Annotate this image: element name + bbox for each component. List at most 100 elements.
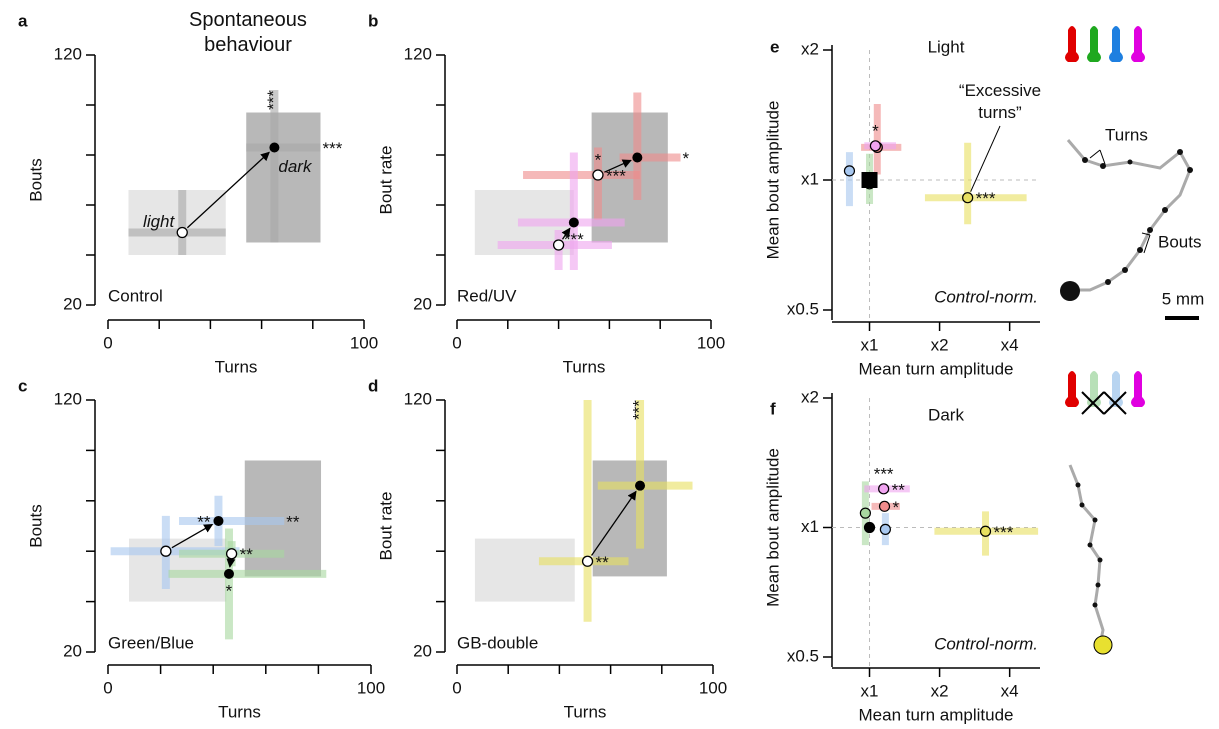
- light-point: [225, 548, 238, 560]
- x-tick-label: x1: [861, 681, 879, 700]
- y-tick-label: 20: [413, 641, 432, 660]
- x-tick-label: 100: [697, 333, 725, 352]
- point: [869, 140, 882, 152]
- significance: *: [893, 498, 900, 517]
- panel: f x0.5 x1 x2 x1 x2 x4 Mean turn amplitude Mean b…: [763, 387, 1040, 724]
- illustration: Turns Bouts 5 mm: [1060, 26, 1204, 655]
- arrow: [591, 490, 637, 556]
- x-tick-label: 100: [350, 333, 378, 352]
- y-tick-label: 120: [404, 44, 432, 63]
- panel-title: Light: [928, 37, 965, 56]
- fish-icons-light: [1065, 26, 1145, 62]
- control-box: [474, 538, 575, 602]
- y-axis-label: Mean bout amplitude: [763, 448, 782, 607]
- trajectory-dark: [1068, 464, 1113, 655]
- y-tick-label: 120: [54, 389, 82, 408]
- y-tick-label: 120: [404, 389, 432, 408]
- significance: **: [197, 512, 211, 531]
- y-tick-label: x2: [801, 387, 819, 406]
- point-label: light: [143, 212, 175, 231]
- dark-point: [223, 568, 234, 579]
- arrow: [171, 523, 214, 549]
- y-tick-label: 20: [63, 294, 82, 313]
- x-tick-label: 0: [103, 678, 112, 697]
- control-box: [246, 112, 321, 243]
- point: [879, 523, 891, 535]
- arrow: [604, 159, 632, 173]
- y-axis-label: Bouts: [26, 158, 45, 201]
- x-axis-label: Mean turn amplitude: [859, 705, 1014, 724]
- annotation-leader: [970, 125, 1001, 192]
- significance: ***: [264, 90, 283, 110]
- norm-note: Control-norm.: [934, 634, 1038, 653]
- x-tick-label: 0: [452, 333, 461, 352]
- significance: ***: [606, 166, 626, 185]
- x-tick-label: 100: [699, 678, 727, 697]
- condition-label: Control: [108, 286, 163, 305]
- point-label: dark: [278, 157, 313, 176]
- panel: a 20 120 0 100 Turns Bouts Control *** *** light da…: [18, 11, 378, 376]
- point: [979, 525, 992, 537]
- x-tick-label: 0: [103, 333, 112, 352]
- condition-label: GB-double: [457, 633, 538, 652]
- significance: ***: [630, 400, 649, 420]
- light-point: [176, 226, 188, 239]
- significance: *: [226, 581, 233, 600]
- y-tick-label: x2: [801, 39, 819, 58]
- point: [861, 172, 878, 188]
- arrow: [226, 558, 236, 568]
- panel-letter: c: [18, 376, 27, 395]
- significance: *: [683, 149, 690, 168]
- panel-letter: f: [770, 399, 776, 418]
- x-tick-label: x2: [931, 335, 949, 354]
- panel: e x0.5 x1 x2 x1 x2 x4 Mean turn amplitude Mean b…: [763, 37, 1040, 378]
- turns-label: Turns: [1105, 125, 1148, 144]
- x-tick-label: x4: [1001, 335, 1019, 354]
- point: [962, 192, 974, 204]
- x-axis-label: Turns: [564, 702, 607, 721]
- point: [878, 500, 891, 512]
- control-box: [128, 190, 226, 255]
- x-axis-label: Turns: [563, 357, 606, 376]
- panel-letter: e: [770, 37, 779, 56]
- x-tick-label: x1: [861, 335, 879, 354]
- control-box: [592, 460, 667, 577]
- panel-letter: a: [18, 11, 28, 30]
- x-axis-label: Turns: [215, 357, 258, 376]
- point: [859, 507, 871, 519]
- y-axis-label: Bouts: [26, 504, 45, 547]
- significance: **: [596, 553, 610, 572]
- trajectory-light: [1060, 139, 1199, 320]
- y-tick-label: x1: [801, 517, 819, 536]
- significance: *: [595, 150, 602, 169]
- dark-point: [568, 217, 579, 228]
- y-tick-label: 20: [413, 294, 432, 313]
- y-tick-label: 20: [63, 641, 82, 660]
- condition-label: Red/UV: [457, 286, 517, 305]
- light-point: [552, 239, 565, 251]
- arrow: [561, 227, 571, 240]
- x-axis-label: Turns: [218, 702, 261, 721]
- y-axis-label: Mean bout amplitude: [763, 101, 782, 260]
- y-tick-label: x0.5: [787, 299, 819, 318]
- x-tick-label: 100: [357, 678, 385, 697]
- significance: ***: [994, 523, 1014, 542]
- bouts-label: Bouts: [1158, 232, 1201, 251]
- panel-letter: b: [368, 11, 378, 30]
- panel-title: Dark: [928, 405, 964, 424]
- norm-note: Control-norm.: [934, 287, 1038, 306]
- light-point: [581, 555, 594, 567]
- panel-title: Spontaneous behaviour: [189, 9, 307, 56]
- significance: ***: [874, 464, 894, 483]
- y-tick-label: 120: [54, 44, 82, 63]
- significance: ***: [976, 189, 996, 208]
- light-point: [592, 169, 604, 181]
- significance: ***: [564, 230, 584, 249]
- point: [878, 483, 890, 495]
- y-tick-label: x0.5: [787, 646, 819, 665]
- point: [863, 521, 876, 534]
